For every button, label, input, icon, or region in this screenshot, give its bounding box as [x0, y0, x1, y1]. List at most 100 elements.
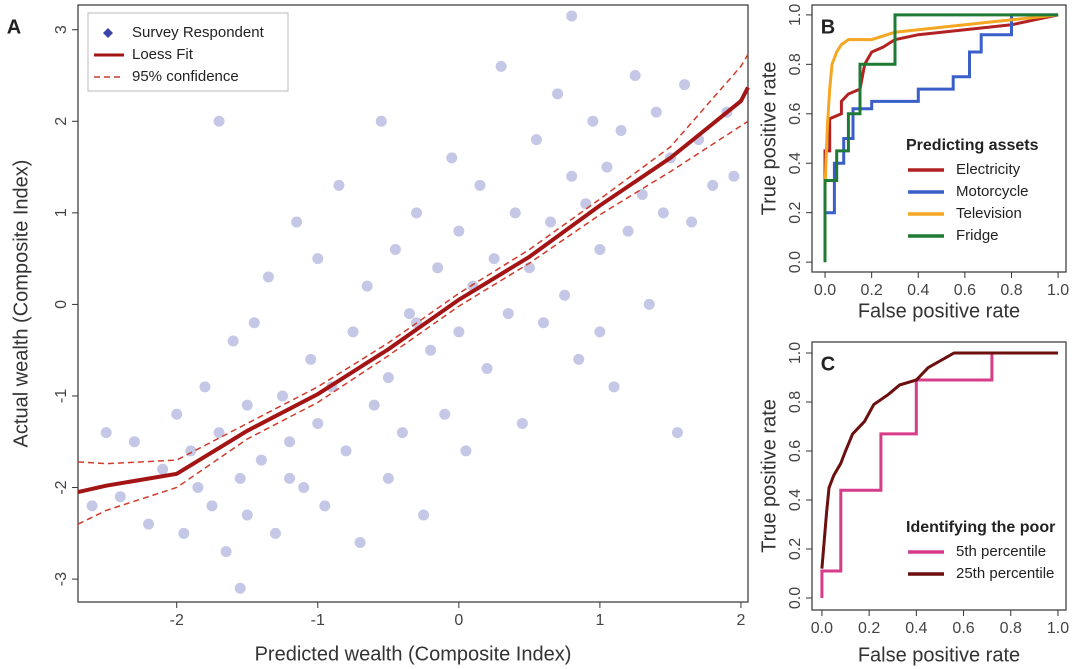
legend-title: Identifying the poor [906, 519, 1055, 536]
data-point [488, 253, 500, 265]
y-tick-label: 0.0 [787, 587, 804, 609]
data-point [269, 527, 281, 539]
fit-line [823, 13, 1059, 188]
legend-label: 25th percentile [956, 565, 1054, 582]
data-point [340, 445, 352, 457]
x-tick-label: 0.8 [1000, 620, 1022, 637]
data-point [552, 88, 564, 100]
x-tick-label: 0.4 [907, 282, 929, 299]
y-tick-label: 2 [53, 117, 70, 126]
y-tick-label: -2 [53, 480, 70, 494]
data-point [305, 353, 317, 365]
plot-frame [77, 4, 749, 603]
y-tick-label: -1 [53, 389, 70, 403]
data-point [403, 308, 415, 320]
data-point [573, 353, 585, 365]
y-axis-label: True positive rate [758, 399, 780, 553]
data-point [622, 225, 634, 237]
plot-area [820, 351, 1058, 598]
y-tick-label: 0.2 [787, 538, 804, 560]
y-tick-label: 1.0 [787, 342, 804, 364]
data-point [255, 454, 267, 466]
data-point [502, 308, 514, 320]
data-point [241, 399, 253, 411]
panel-letter: B [821, 16, 835, 38]
x-tick-label: 0.2 [858, 620, 880, 637]
data-point [206, 500, 218, 512]
data-point [361, 280, 373, 292]
data-point [277, 390, 289, 402]
data-point [530, 134, 542, 146]
x-axis-label: False positive rate [858, 300, 1020, 322]
legend-label: Motorcycle [956, 183, 1029, 200]
x-tick-label: 0 [454, 612, 463, 629]
data-point [516, 417, 528, 429]
data-point [171, 408, 183, 420]
data-point [114, 491, 126, 503]
x-tick-label: 0.6 [954, 282, 976, 299]
data-point [537, 317, 549, 329]
data-point [643, 298, 655, 310]
data-point [474, 179, 486, 191]
data-point [234, 582, 246, 594]
confidence-line [77, 54, 749, 465]
data-point [636, 189, 648, 201]
x-tick-label: -1 [311, 612, 325, 629]
data-point [559, 289, 571, 301]
data-point [679, 79, 691, 91]
legend-label: Survey Respondent [132, 24, 265, 41]
data-point [608, 381, 620, 393]
fit-line [820, 351, 1058, 598]
data-point [234, 472, 246, 484]
plot-area [77, 10, 750, 594]
data-point [509, 207, 521, 219]
y-tick-label: 1.0 [787, 4, 804, 26]
data-point [284, 436, 296, 448]
data-point [446, 152, 458, 164]
data-point [594, 243, 606, 255]
data-point [312, 417, 324, 429]
data-point [178, 527, 190, 539]
data-point [100, 427, 112, 439]
legend: Predicting assets Electricity Motorcycle Te… [906, 137, 1039, 244]
fit-line [820, 351, 1058, 569]
data-point [354, 536, 366, 548]
data-point [432, 262, 444, 274]
data-point [199, 381, 211, 393]
x-tick-label: -2 [170, 612, 184, 629]
data-point [566, 170, 578, 182]
x-tick-label: 0.0 [814, 282, 836, 299]
x-tick-label: 1 [595, 612, 604, 629]
data-point [382, 472, 394, 484]
data-point [657, 207, 669, 219]
data-point [629, 70, 641, 82]
legend-box [87, 12, 289, 92]
x-tick-label: 0.2 [861, 282, 883, 299]
data-point [157, 463, 169, 475]
legend-label: Loess Fit [132, 46, 194, 63]
x-axis-label: Predicted wealth (Composite Index) [255, 643, 572, 665]
data-point [411, 207, 423, 219]
y-tick-label: 0.6 [787, 440, 804, 462]
data-point [425, 344, 437, 356]
data-point [707, 179, 719, 191]
data-point [347, 326, 359, 338]
data-point [439, 408, 451, 420]
data-point [192, 482, 204, 494]
data-point [580, 198, 592, 210]
x-tick-label: 1.0 [1047, 620, 1069, 637]
data-point [728, 170, 740, 182]
data-point [418, 509, 430, 521]
y-tick-label: 0.8 [787, 53, 804, 75]
data-point [453, 225, 465, 237]
legend-marker [103, 28, 113, 38]
data-point [481, 363, 493, 375]
y-tick-label: 0 [53, 300, 70, 309]
y-tick-label: 1 [53, 208, 70, 217]
plot-frame [811, 4, 1067, 273]
data-point [587, 115, 599, 127]
data-point [601, 161, 613, 173]
data-point [333, 179, 345, 191]
plot-area [823, 13, 1059, 263]
data-point [382, 372, 394, 384]
